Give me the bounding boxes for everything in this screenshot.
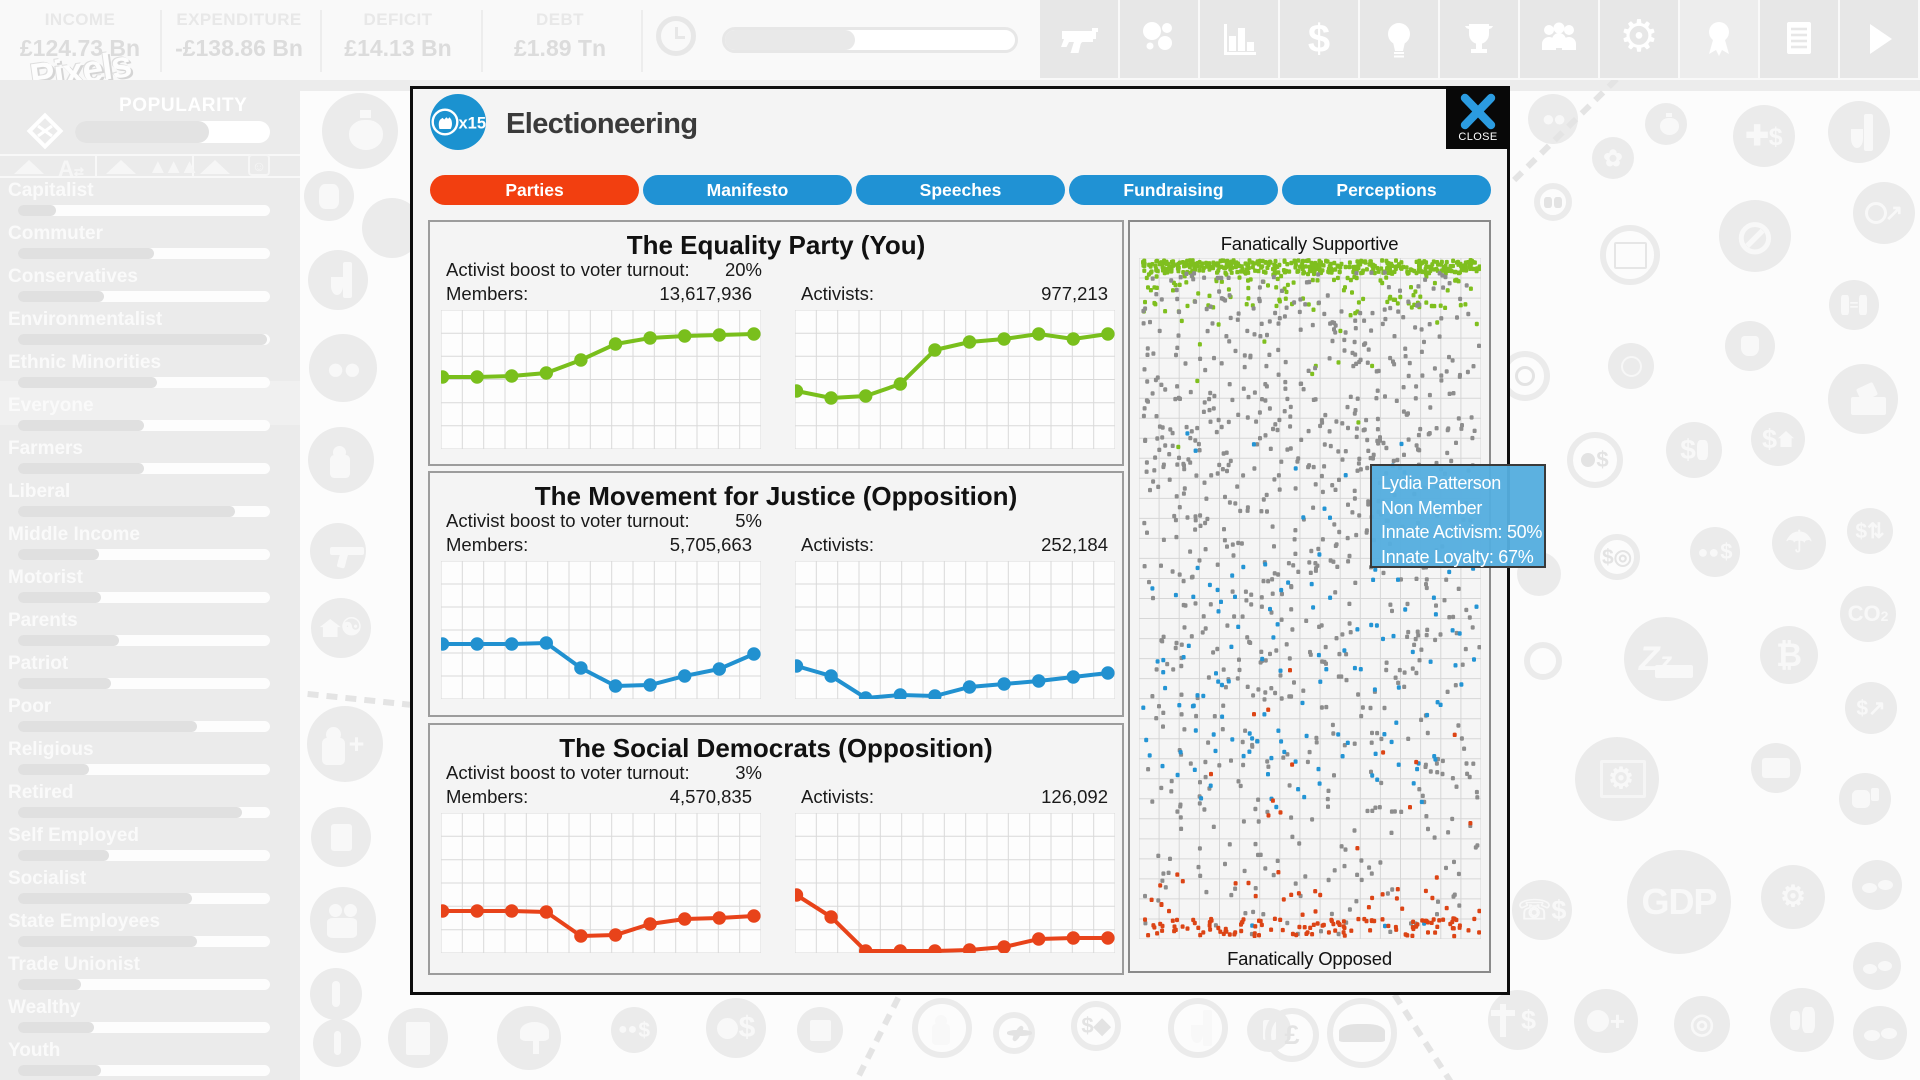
svg-text:x15: x15 (459, 115, 487, 133)
